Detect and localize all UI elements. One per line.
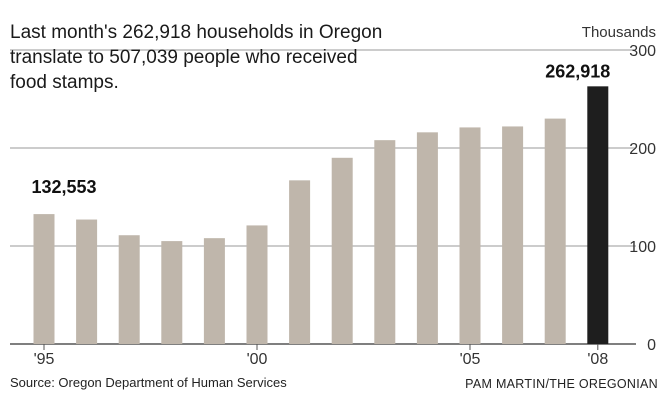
grid-lines bbox=[10, 49, 636, 345]
bar-97 bbox=[118, 235, 140, 344]
bar-06 bbox=[502, 126, 524, 344]
chart-title-line-3: food stamps. bbox=[10, 72, 119, 93]
bar-96 bbox=[76, 219, 98, 344]
y-axis-tick-labels: 0 100 200 300 bbox=[629, 43, 656, 354]
x-tick-label-05: '05 bbox=[460, 351, 481, 368]
chart-title-line-2: translate to 507,039 people who received bbox=[10, 47, 358, 68]
y-tick-label-0: 0 bbox=[647, 337, 656, 354]
bars bbox=[33, 86, 609, 344]
x-tick-label-95: '95 bbox=[34, 351, 55, 368]
y-axis-unit-label: Thousands bbox=[582, 24, 656, 41]
data-label-08: 262,918 bbox=[545, 61, 610, 81]
bar-02 bbox=[331, 157, 353, 344]
credit-line: PAM MARTIN/THE OREGONIAN bbox=[465, 377, 658, 391]
bar-01 bbox=[289, 180, 311, 344]
bar-04 bbox=[416, 132, 438, 344]
bar-07 bbox=[544, 118, 566, 344]
source-note: Source: Oregon Department of Human Servi… bbox=[10, 375, 287, 390]
y-tick-label-100: 100 bbox=[629, 239, 656, 256]
bar-00 bbox=[246, 225, 268, 344]
bar-99 bbox=[203, 238, 225, 344]
bar-95 bbox=[33, 214, 55, 344]
x-tick-label-08: '08 bbox=[587, 351, 608, 368]
y-tick-label-300: 300 bbox=[629, 43, 656, 60]
bar-08 bbox=[587, 86, 609, 344]
bar-98 bbox=[161, 241, 183, 344]
bar-03 bbox=[374, 140, 396, 344]
chart-title-line-1: Last month's 262,918 households in Orego… bbox=[10, 22, 382, 43]
data-labels: 132,553 262,918 bbox=[32, 61, 611, 197]
y-tick-label-200: 200 bbox=[629, 141, 656, 158]
x-axis-tick-labels: '95 '00 '05 '08 bbox=[34, 344, 608, 368]
x-tick-label-00: '00 bbox=[247, 351, 268, 368]
data-label-95: 132,553 bbox=[32, 177, 97, 197]
bar-05 bbox=[459, 127, 481, 344]
